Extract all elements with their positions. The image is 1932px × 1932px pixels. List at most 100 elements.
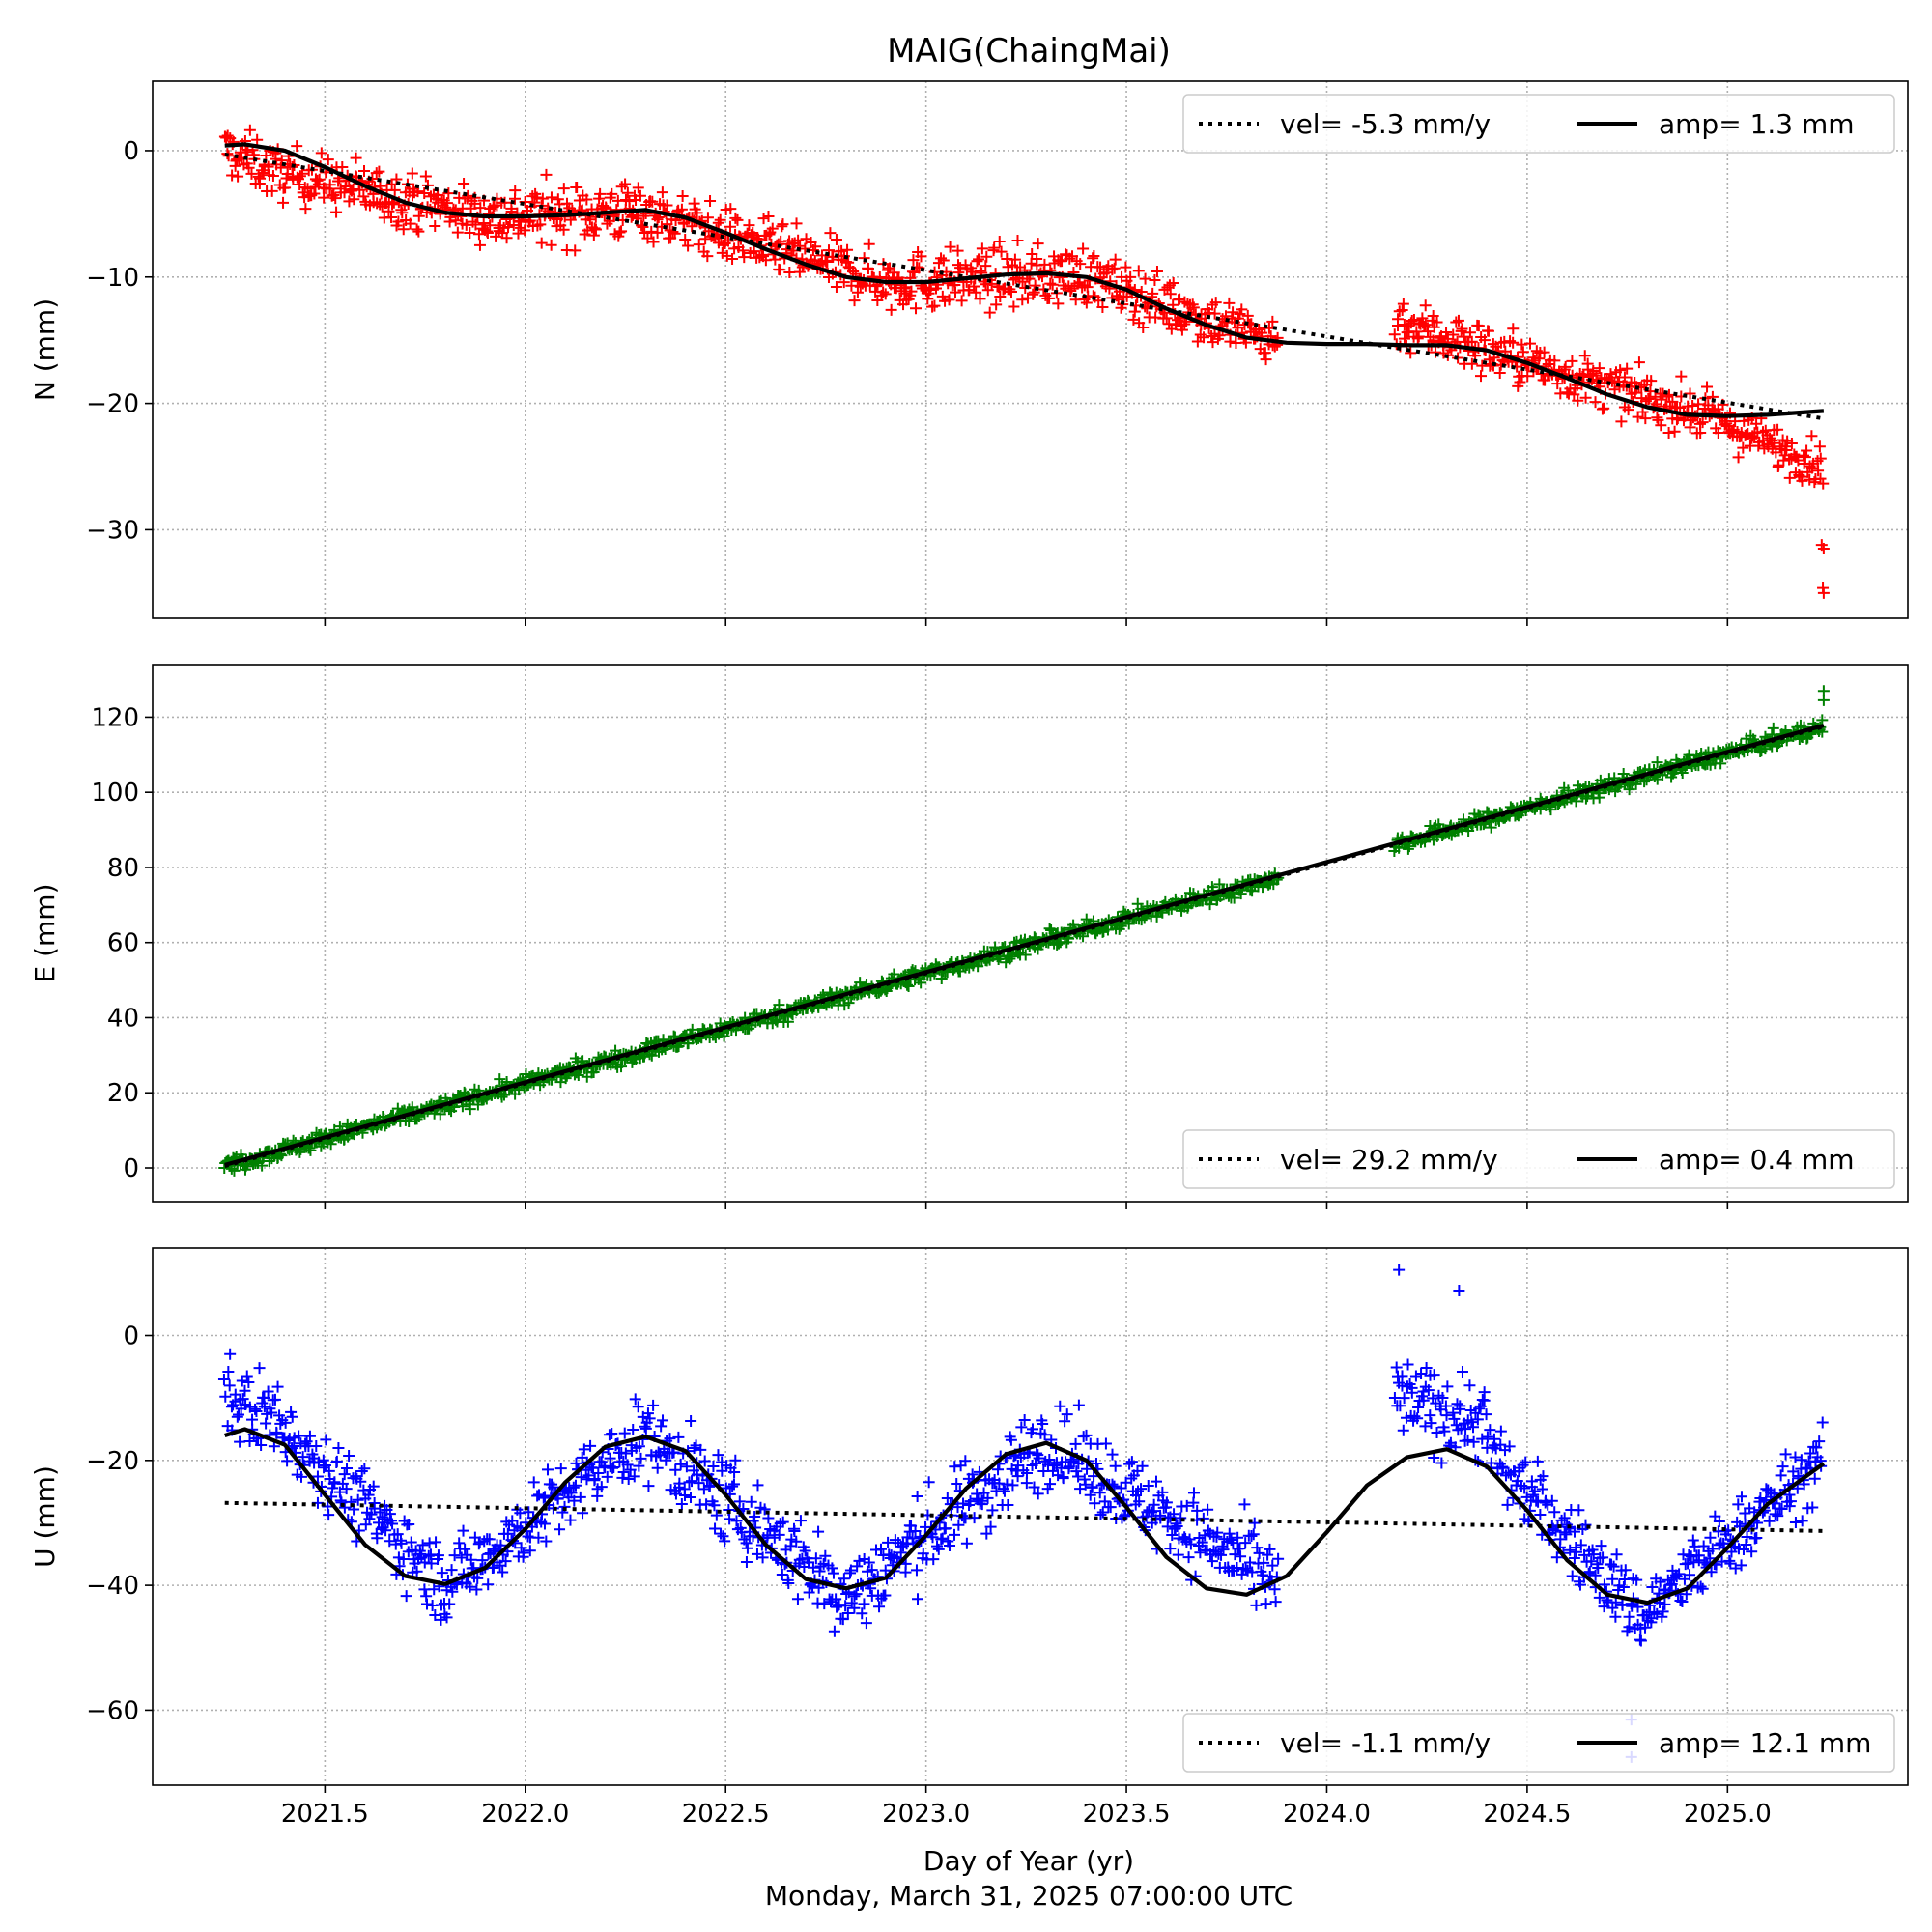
data-point [1578, 350, 1591, 362]
data-point [323, 1509, 335, 1521]
data-point [266, 185, 278, 197]
x-axis-label: Day of Year (yr) [923, 1845, 1134, 1877]
x-tick-label: 2022.0 [481, 1800, 569, 1829]
data-point [552, 193, 564, 206]
data-point [279, 182, 292, 194]
data-point [1019, 949, 1032, 961]
data-point [404, 217, 416, 230]
data-point [429, 1609, 441, 1622]
data-point [1452, 314, 1464, 327]
data-point [1514, 376, 1526, 388]
data-point [862, 263, 874, 275]
data-point [1080, 297, 1093, 309]
data-point [469, 218, 482, 231]
data-point [478, 1535, 491, 1548]
data-point [509, 185, 522, 197]
data-point [419, 170, 432, 183]
data-point [1815, 539, 1828, 552]
data-point [296, 167, 308, 180]
data-point [1043, 923, 1056, 935]
data-point [1643, 392, 1656, 405]
data-point [1465, 357, 1478, 370]
data-point [1128, 305, 1141, 318]
data-point [536, 192, 549, 205]
data-point [371, 1532, 384, 1545]
data-point [1227, 306, 1239, 319]
data-point [531, 219, 544, 232]
data-point [1077, 242, 1090, 255]
data-point [500, 232, 513, 244]
data-point [266, 1406, 278, 1419]
data-point [879, 288, 892, 300]
data-point [422, 1549, 435, 1562]
data-point [470, 1583, 483, 1596]
legend-box [1182, 94, 1895, 154]
data-point [1124, 270, 1137, 283]
data-point [885, 303, 897, 316]
data-point [1431, 316, 1443, 328]
data-point [1478, 334, 1491, 347]
data-point [571, 181, 583, 193]
data-point [1772, 423, 1784, 436]
data-point [651, 213, 664, 226]
y-tick-label: −30 [86, 516, 139, 545]
y-tick-label: 0 [123, 137, 139, 166]
data-point [425, 1557, 438, 1570]
data-point [1398, 332, 1410, 345]
data-point [1230, 336, 1242, 349]
data-point [1768, 437, 1780, 449]
data-point [494, 1073, 506, 1086]
data-point [569, 244, 582, 257]
data-point [704, 195, 717, 208]
data-point [589, 223, 602, 236]
data-point [330, 206, 343, 218]
data-point [343, 1449, 355, 1462]
data-point [1593, 787, 1605, 800]
x-tick-label: 2021.5 [281, 1800, 369, 1829]
data-point [340, 1483, 353, 1495]
data-point [743, 219, 755, 232]
data-point [1149, 273, 1161, 286]
data-point [601, 217, 613, 230]
data-point [418, 186, 431, 199]
data-point [847, 265, 860, 277]
data-point [1687, 399, 1699, 412]
data-point [267, 169, 279, 182]
data-point [594, 187, 607, 200]
data-point [545, 239, 557, 251]
data-point [391, 1528, 404, 1541]
data-point [783, 267, 796, 279]
data-point [400, 1590, 412, 1603]
data-point [572, 1068, 584, 1081]
data-point [974, 265, 986, 277]
y-tick-label: −60 [86, 1696, 139, 1725]
data-point [1566, 355, 1578, 367]
data-point [1618, 371, 1631, 384]
data-point [1052, 298, 1065, 310]
data-point [676, 190, 689, 203]
data-point [554, 1523, 566, 1536]
data-point [1589, 396, 1602, 409]
data-point [420, 1598, 433, 1610]
data-point [412, 210, 425, 222]
data-point [1675, 370, 1688, 383]
axes-frame [152, 664, 1909, 1203]
data-point [258, 1401, 270, 1413]
data-point [810, 241, 822, 253]
y-tick-label: 0 [123, 1322, 139, 1351]
legend-entry-label: amp= 1.3 mm [1659, 108, 1855, 140]
data-point [1801, 444, 1813, 457]
data-point [532, 1531, 545, 1544]
data-point [980, 250, 993, 263]
data-point [313, 173, 326, 185]
data-point [575, 1471, 587, 1484]
data-point [1694, 417, 1707, 430]
data-point [380, 1524, 392, 1537]
data-point [222, 1366, 235, 1378]
data-point [1450, 316, 1463, 328]
data-point [524, 1545, 536, 1557]
data-point [310, 1439, 323, 1452]
data-point [459, 1543, 471, 1555]
data-point [1655, 419, 1667, 432]
data-point [512, 227, 525, 240]
